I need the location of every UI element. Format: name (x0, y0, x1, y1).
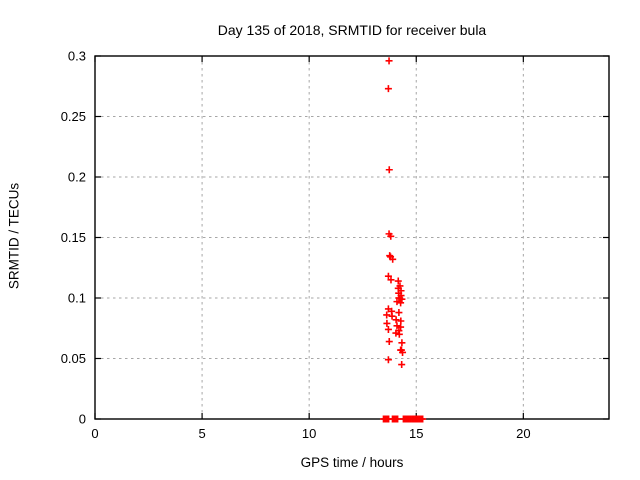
x-tick-label: 5 (198, 426, 205, 441)
data-point-marker (384, 272, 392, 280)
y-tick-label: 0.15 (61, 230, 86, 245)
y-tick-label: 0.2 (68, 170, 86, 185)
data-point-marker (399, 348, 407, 356)
y-tick-label: 0.25 (61, 109, 86, 124)
x-tick-label: 10 (302, 426, 316, 441)
x-tick-label: 15 (409, 426, 423, 441)
data-point-marker (383, 311, 391, 319)
data-point-marker (385, 166, 393, 174)
data-point-marker (397, 323, 405, 331)
y-tick-label: 0.1 (68, 291, 86, 306)
data-point-marker (384, 356, 392, 364)
data-point-marker (386, 252, 394, 260)
data-point-marker (393, 298, 401, 306)
data-point-marker (384, 325, 392, 333)
data-point-marker (398, 361, 406, 369)
data-point-marker (392, 316, 400, 324)
data-point-marker (383, 319, 391, 327)
data-point-marker (397, 317, 405, 325)
plot-border (94, 55, 610, 420)
chart-title: Day 135 of 2018, SRMTID for receiver bul… (217, 22, 487, 38)
y-tick-label: 0.3 (68, 49, 86, 64)
y-tick-label: 0 (79, 412, 86, 427)
data-point-marker (389, 255, 397, 263)
data-point-marker (387, 276, 395, 284)
x-tick-label: 0 (91, 426, 98, 441)
data-point-marker (392, 329, 400, 337)
data-point-marker (384, 85, 392, 93)
data-point-marker (385, 57, 393, 65)
data-point-marker (388, 312, 396, 320)
data-point-marker (419, 415, 427, 423)
data-point-marker (385, 338, 393, 346)
data-point-marker (397, 299, 405, 307)
data-point-marker (393, 322, 401, 330)
data-point-marker (398, 339, 406, 347)
x-tick-label: 20 (516, 426, 530, 441)
data-point-marker (398, 295, 406, 303)
y-tick-label: 0.05 (61, 351, 86, 366)
data-point-marker (394, 277, 402, 285)
data-point-marker (387, 232, 395, 240)
data-point-marker (395, 330, 403, 338)
x-axis-label: GPS time / hours (300, 455, 404, 470)
data-point-marker (395, 309, 403, 317)
